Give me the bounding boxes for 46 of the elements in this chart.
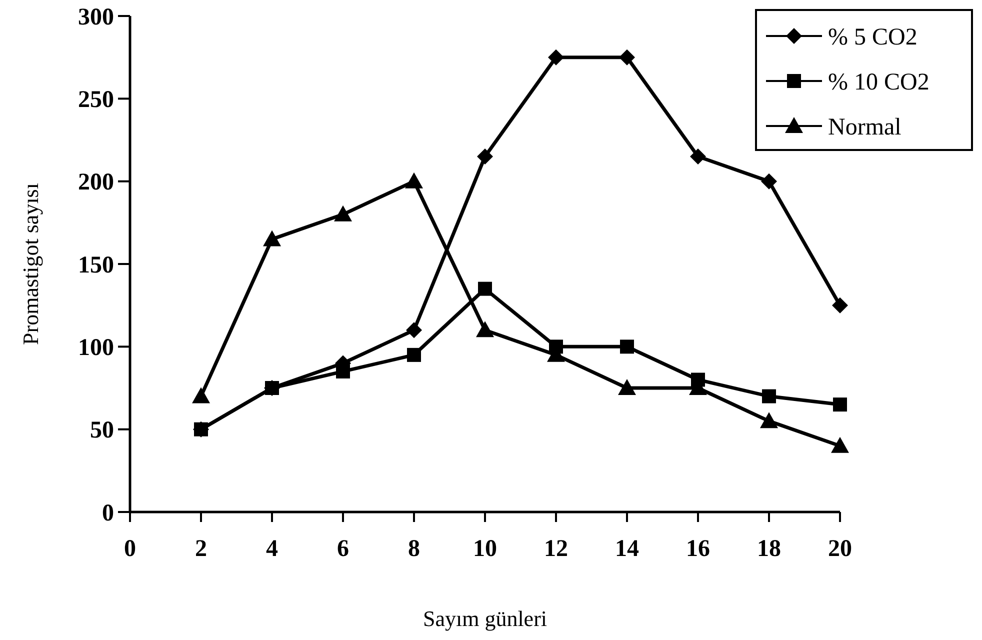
point [832, 297, 848, 314]
x-tick-label: 12 [544, 536, 568, 562]
point [406, 322, 422, 338]
legend-label: % 5 CO2 [828, 24, 918, 50]
point [405, 172, 423, 188]
point [336, 364, 350, 378]
point [761, 173, 777, 190]
x-tick-label: 16 [686, 536, 710, 562]
y-tick-label: 150 [78, 252, 114, 278]
point [620, 340, 634, 354]
x-tick-label: 8 [408, 536, 420, 562]
x-tick-label: 6 [337, 536, 349, 562]
point [478, 282, 492, 296]
point [192, 387, 210, 404]
point [477, 148, 493, 165]
point [407, 348, 421, 362]
point [762, 389, 776, 404]
point [263, 230, 281, 246]
point [619, 49, 635, 66]
y-tick-label: 250 [78, 87, 114, 114]
y-tick-label: 300 [78, 4, 114, 30]
point [265, 381, 279, 395]
point [334, 205, 352, 222]
x-tick-label: 10 [473, 536, 497, 562]
x-tick-label: 2 [195, 536, 207, 562]
point [548, 49, 564, 66]
point [194, 422, 208, 436]
x-tick-label: 0 [124, 536, 136, 562]
legend-label: % 10 CO2 [828, 69, 930, 96]
x-tick-label: 14 [615, 536, 639, 562]
point [831, 436, 849, 453]
y-axis-title: Promastigot sayısı [18, 183, 43, 345]
x-tick-label: 20 [828, 536, 852, 562]
point [690, 148, 706, 165]
x-tick-label: 4 [266, 536, 278, 562]
y-tick-label: 0 [102, 500, 114, 526]
point [618, 379, 636, 395]
legend-label: Normal [828, 114, 902, 140]
point [476, 321, 494, 338]
y-tick-label: 200 [78, 170, 114, 196]
x-tick-label: 18 [757, 536, 781, 562]
y-tick-label: 100 [78, 335, 114, 362]
point [833, 398, 847, 412]
y-tick-label: 50 [90, 418, 114, 444]
point [760, 412, 778, 428]
x-axis-title: Sayım günleri [422, 606, 548, 631]
